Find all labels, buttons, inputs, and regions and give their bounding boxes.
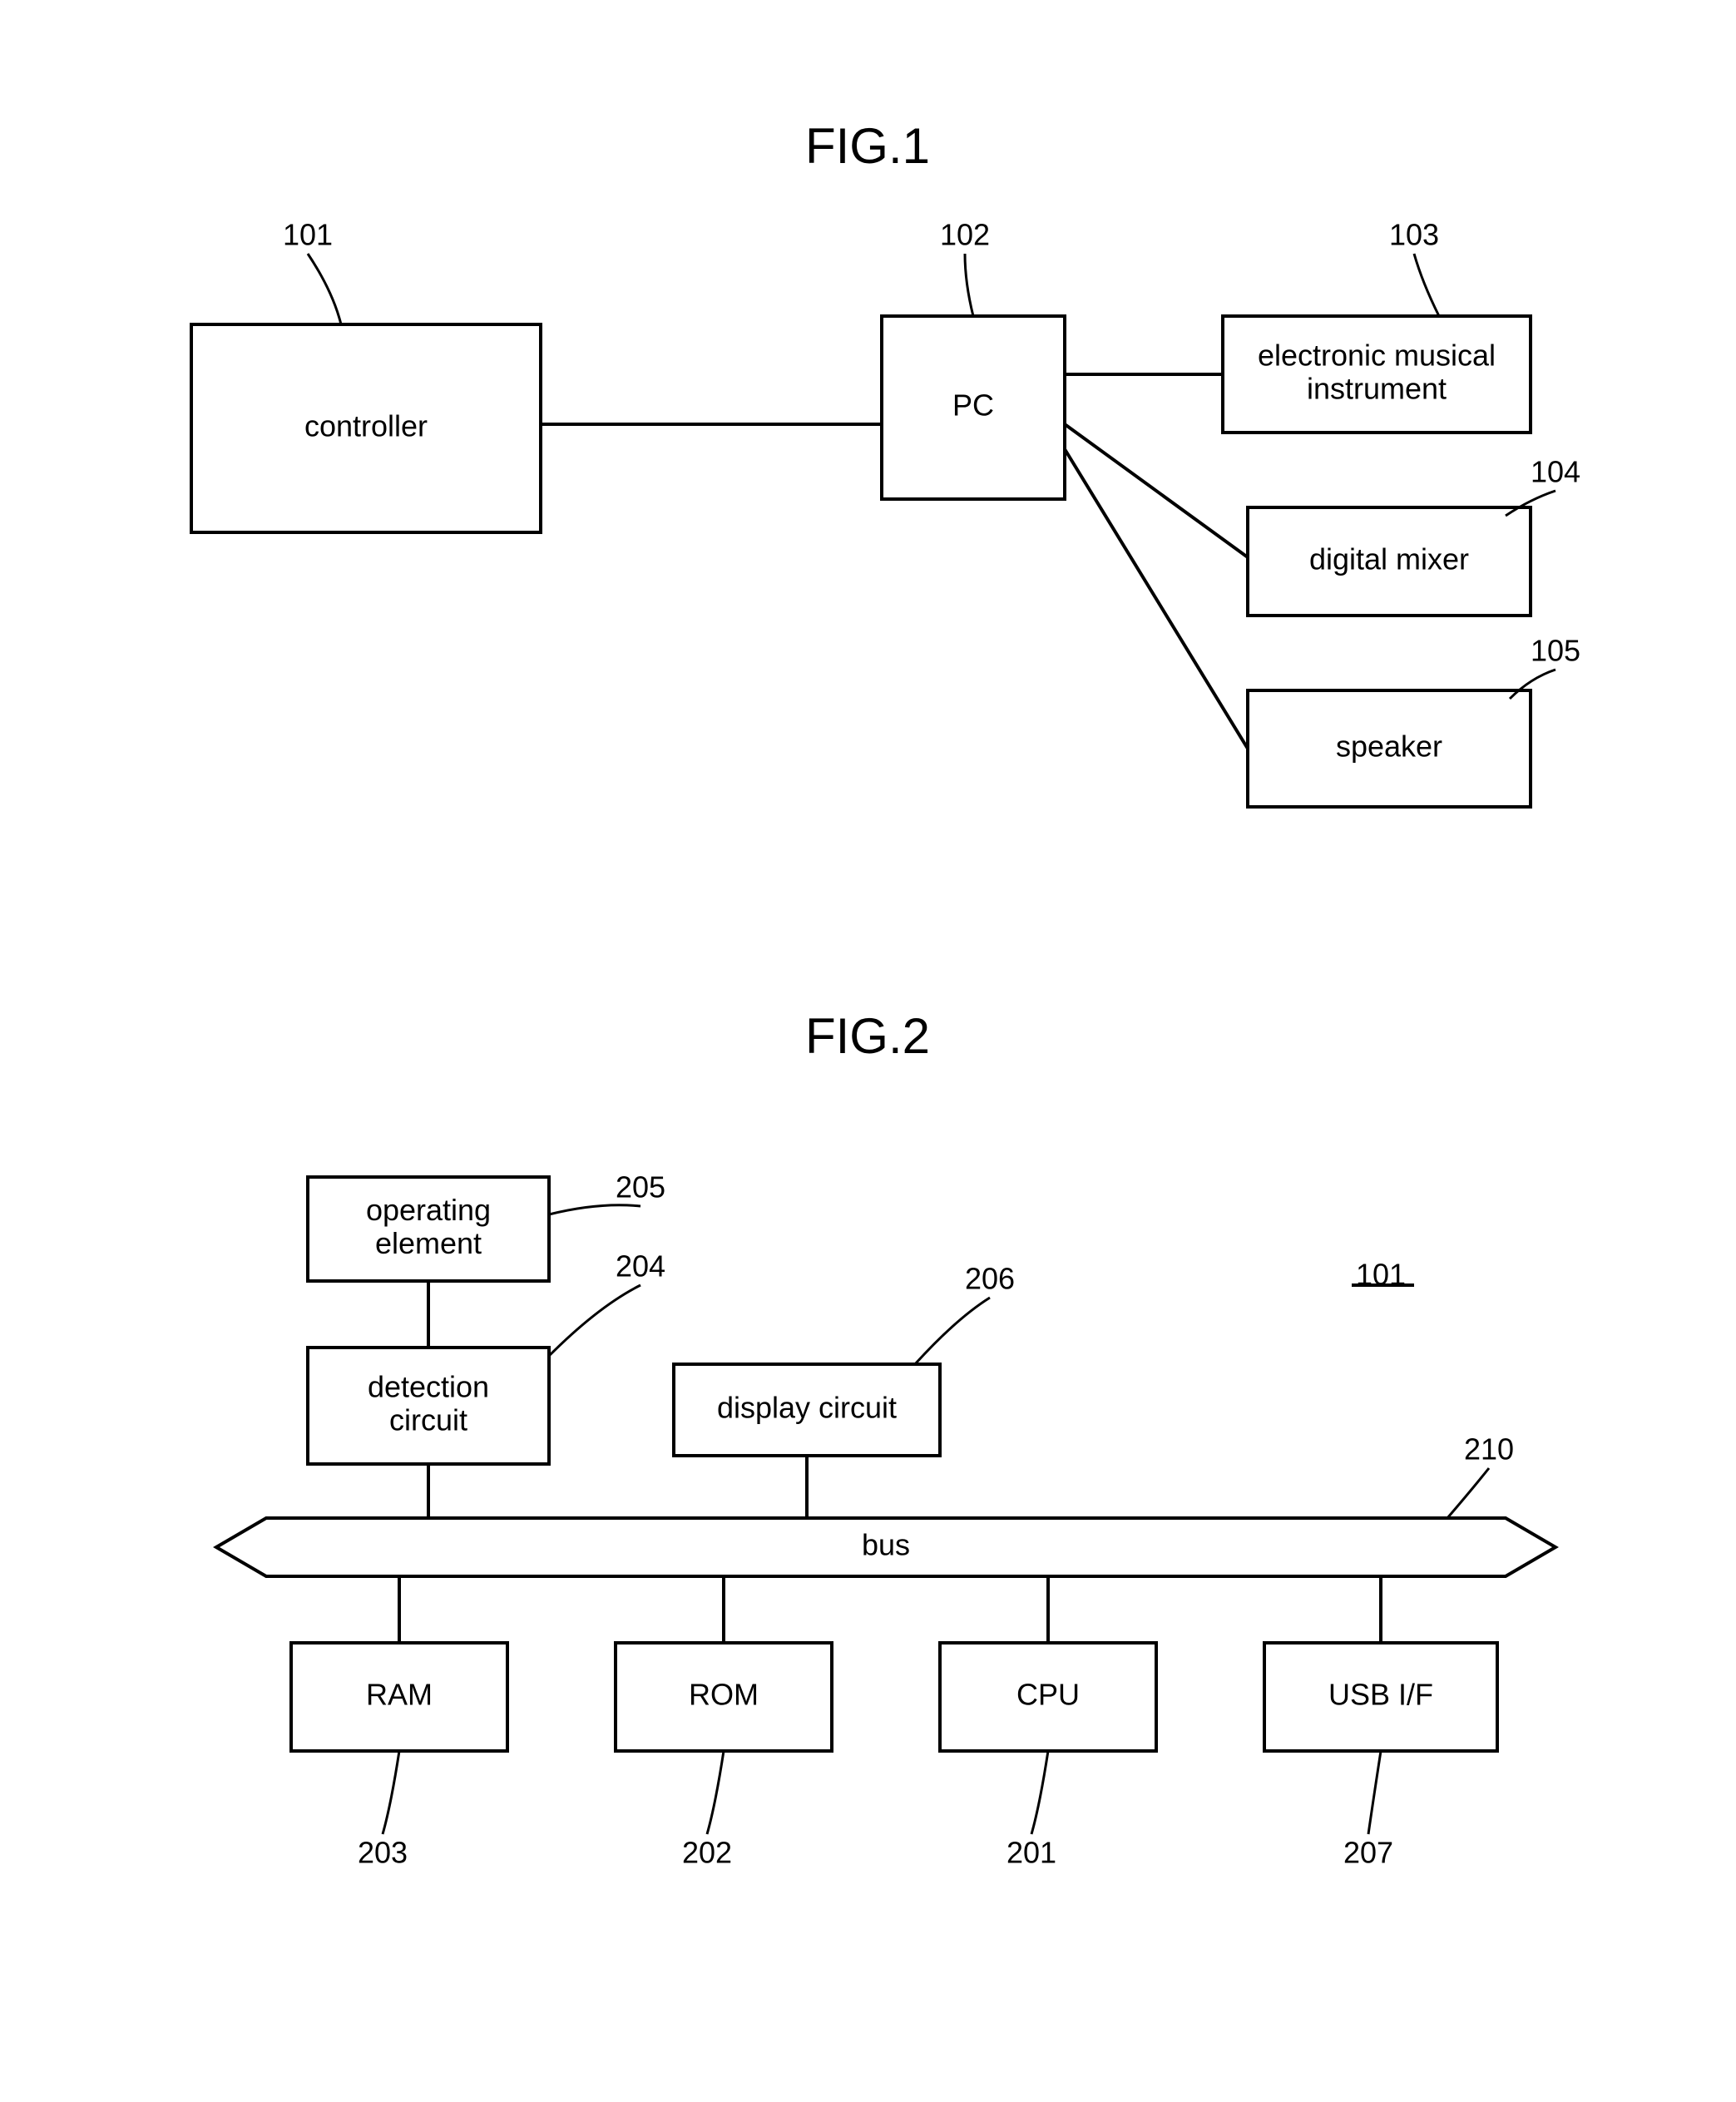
fig1-box-pc-lead bbox=[965, 254, 973, 316]
fig2-box-cpu-ref: 201 bbox=[1006, 1836, 1056, 1870]
fig1-box-mixer-label: digital mixer bbox=[1309, 542, 1469, 576]
fig2-box-display-label: display circuit bbox=[717, 1391, 897, 1425]
fig2-box-detection-label: detection bbox=[368, 1370, 489, 1404]
fig2-box-operating-ref: 205 bbox=[616, 1170, 665, 1204]
fig1-box-controller-label: controller bbox=[304, 409, 428, 443]
fig1-box-speaker-label: speaker bbox=[1336, 730, 1442, 764]
fig2-box-ram-label: RAM bbox=[366, 1678, 433, 1712]
fig1-box-emi-lead bbox=[1414, 254, 1439, 316]
fig2-box-display-lead bbox=[915, 1298, 990, 1364]
fig1-box-speaker-ref: 105 bbox=[1531, 634, 1580, 668]
fig2-box-usb-label: USB I/F bbox=[1328, 1678, 1433, 1712]
fig2-box-detection-label: circuit bbox=[389, 1402, 467, 1437]
fig1-box-mixer-ref: 104 bbox=[1531, 455, 1580, 489]
fig1-box-controller-lead bbox=[308, 254, 341, 324]
fig2-bus-lead bbox=[1447, 1468, 1489, 1518]
fig2-box-ram-ref: 203 bbox=[358, 1836, 408, 1870]
fig1-edge-2 bbox=[1065, 424, 1248, 557]
fig2-box-cpu-lead bbox=[1031, 1751, 1048, 1834]
fig1-box-emi-label: instrument bbox=[1307, 371, 1447, 405]
fig2-box-detection-lead bbox=[549, 1285, 640, 1356]
fig2-title: FIG.2 bbox=[805, 1008, 930, 1064]
fig2-box-display-ref: 206 bbox=[965, 1262, 1015, 1296]
fig2-box-cpu-label: CPU bbox=[1016, 1678, 1080, 1712]
fig2-box-usb-ref: 207 bbox=[1343, 1836, 1393, 1870]
fig2-box-rom-ref: 202 bbox=[682, 1836, 732, 1870]
fig1-title: FIG.1 bbox=[805, 118, 930, 174]
fig2-box-rom-lead bbox=[707, 1751, 724, 1834]
fig1-box-pc-ref: 102 bbox=[940, 218, 990, 252]
fig1-edge-3 bbox=[1065, 449, 1248, 749]
fig2-box-operating-label: operating bbox=[366, 1193, 491, 1227]
fig2-box-rom-label: ROM bbox=[689, 1678, 759, 1712]
fig1-box-speaker-lead bbox=[1510, 670, 1555, 699]
fig2-bus-label: bus bbox=[862, 1528, 910, 1562]
fig2-box-operating-lead bbox=[549, 1205, 640, 1214]
fig1-box-controller-ref: 101 bbox=[283, 218, 333, 252]
fig2-box-ram-lead bbox=[383, 1751, 399, 1834]
fig2-bus-ref: 210 bbox=[1464, 1432, 1514, 1466]
fig2-box-operating-label: element bbox=[375, 1226, 482, 1260]
fig1-box-pc-label: PC bbox=[952, 388, 994, 423]
fig1-box-emi-ref: 103 bbox=[1389, 218, 1439, 252]
fig2-box-usb-lead bbox=[1368, 1751, 1381, 1834]
fig2-box-detection-ref: 204 bbox=[616, 1249, 665, 1283]
fig1-box-emi-label: electronic musical bbox=[1258, 339, 1496, 373]
